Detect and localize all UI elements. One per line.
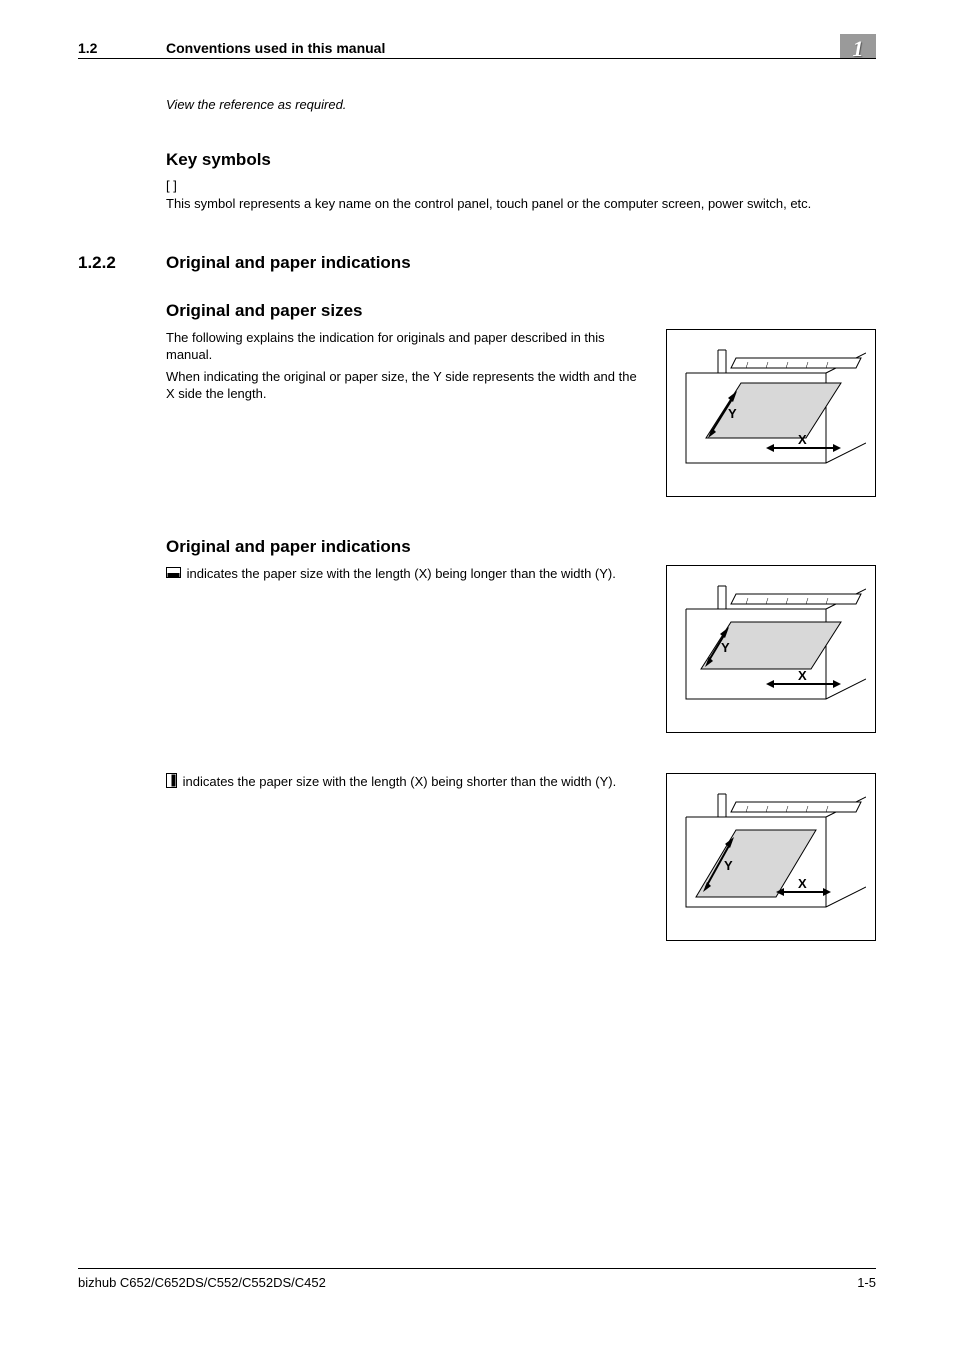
sizes-p1: The following explains the indication fo… <box>166 329 642 364</box>
sizes-text: The following explains the indication fo… <box>166 329 642 497</box>
scanner-svg-1: Y X <box>676 338 866 488</box>
sizes-p2: When indicating the original or paper si… <box>166 368 642 403</box>
landscape-icon <box>166 565 181 583</box>
indications-heading: Original and paper indications <box>166 537 876 557</box>
portrait-icon <box>166 773 177 793</box>
page-footer: bizhub C652/C652DS/C552/C552DS/C452 1-5 <box>78 1268 876 1290</box>
svg-text:Y: Y <box>724 858 733 873</box>
svg-text:X: X <box>798 876 807 891</box>
portrait-text: indicates the paper size with the length… <box>179 774 616 789</box>
subsection-number: 1.2.2 <box>78 253 166 273</box>
scanner-diagram-3: Y X <box>666 773 876 941</box>
footer-page-number: 1-5 <box>857 1275 876 1290</box>
subsection-heading-122: 1.2.2 Original and paper indications <box>78 253 876 273</box>
footer-model: bizhub C652/C652DS/C552/C552DS/C452 <box>78 1275 326 1290</box>
svg-text:X: X <box>798 668 807 683</box>
scanner-svg-2: Y X <box>676 574 866 724</box>
reference-note: View the reference as required. <box>166 97 876 112</box>
scanner-diagram-2: Y X <box>666 565 876 733</box>
x-axis-label: X <box>798 432 807 447</box>
svg-text:Y: Y <box>721 640 730 655</box>
y-axis-label: Y <box>728 406 737 421</box>
chapter-tab: 1 <box>840 34 876 58</box>
page-header: 1.2 Conventions used in this manual <box>78 40 876 59</box>
subsection-title: Original and paper indications <box>166 253 411 273</box>
bracket-symbol: [ ] <box>166 178 876 193</box>
key-symbols-heading: Key symbols <box>166 150 876 170</box>
landscape-text: indicates the paper size with the length… <box>183 566 616 581</box>
header-section-title: Conventions used in this manual <box>166 40 876 56</box>
portrait-indication-text: indicates the paper size with the length… <box>166 773 642 941</box>
chapter-number: 1 <box>853 36 864 62</box>
scanner-diagram-1: Y X <box>666 329 876 497</box>
scanner-svg-3: Y X <box>676 782 866 932</box>
key-symbols-text: This symbol represents a key name on the… <box>166 195 876 213</box>
header-section-number: 1.2 <box>78 40 166 56</box>
sizes-heading: Original and paper sizes <box>166 301 876 321</box>
landscape-indication-text: indicates the paper size with the length… <box>166 565 642 733</box>
